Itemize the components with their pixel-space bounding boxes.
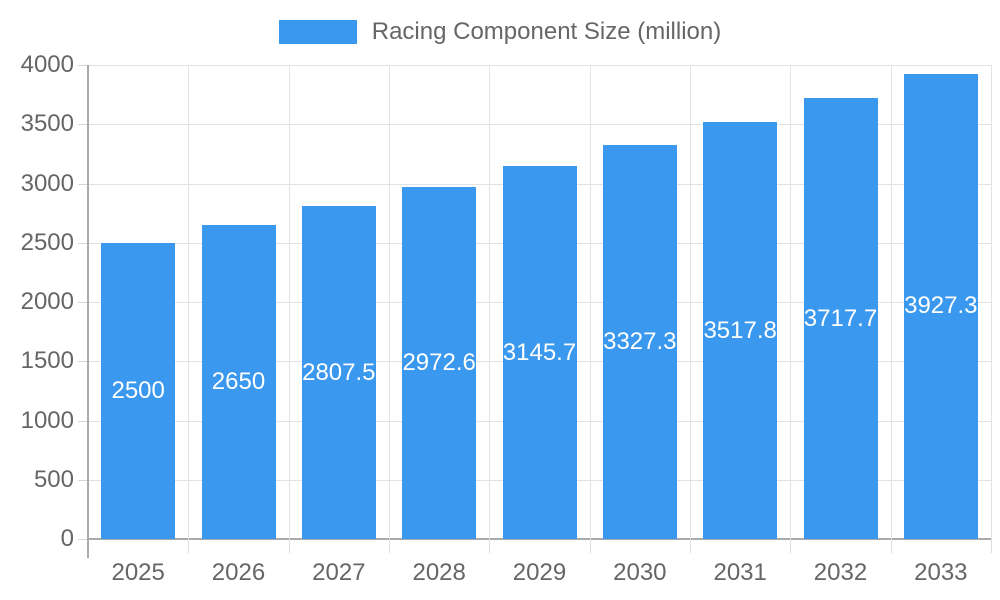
- x-gridline: [890, 65, 892, 539]
- x-axis-tick-label: 2029: [512, 559, 567, 586]
- bar-2031[interactable]: [703, 122, 778, 539]
- y-axis-tick-label: 3000: [20, 169, 74, 197]
- bar-2028[interactable]: [402, 186, 477, 539]
- bar-value-label: 3927.3: [904, 292, 978, 320]
- x-axis-tick-label: 2028: [412, 559, 466, 586]
- x-axis-tick: [589, 539, 591, 553]
- x-axis-tick: [790, 539, 792, 553]
- y-axis-tick-label: 4000: [20, 51, 74, 78]
- bar-2026[interactable]: [201, 224, 276, 539]
- y-axis-tick-label: 3500: [20, 110, 74, 138]
- x-axis-tick: [890, 539, 892, 553]
- x-gridline: [589, 65, 591, 539]
- bar-2025[interactable]: [101, 242, 176, 539]
- y-axis-tick: [78, 183, 88, 185]
- y-axis-tick-label: 2500: [20, 228, 74, 256]
- x-gridline: [288, 65, 290, 539]
- x-gridline: [389, 65, 390, 539]
- bar-2029[interactable]: [502, 166, 577, 539]
- bar-2033[interactable]: [903, 73, 978, 539]
- x-axis-tick-label: 2032: [813, 559, 868, 586]
- bar-value-label: 3717.7: [803, 304, 878, 332]
- x-gridline: [690, 65, 691, 539]
- x-axis-tick: [188, 539, 190, 553]
- y-axis-tick-label: 1000: [20, 406, 74, 434]
- x-axis-tick: [288, 539, 290, 553]
- bar-value-label: 2500: [111, 376, 165, 404]
- y-axis-line: [87, 65, 89, 558]
- y-axis-tick: [78, 302, 88, 303]
- x-axis-tick: [991, 539, 992, 553]
- x-gridline: [790, 65, 792, 539]
- legend-swatch: [278, 20, 357, 44]
- x-axis-tick: [489, 539, 491, 553]
- bar-value-label: 3517.8: [703, 316, 777, 344]
- x-axis-tick-label: 2031: [713, 559, 767, 586]
- x-axis-tick: [389, 539, 390, 553]
- bar-value-label: 2650: [211, 367, 266, 395]
- x-axis-tick-label: 2033: [914, 559, 968, 586]
- x-axis-tick-label: 2025: [111, 559, 165, 586]
- x-axis-tick: [690, 539, 691, 553]
- y-axis-tick: [78, 479, 88, 481]
- y-axis-tick-label: 0: [60, 525, 74, 552]
- y-axis-tick-label: 2000: [20, 288, 74, 315]
- x-gridline: [489, 65, 491, 539]
- y-axis-tick: [78, 420, 88, 422]
- bar-2027[interactable]: [301, 206, 376, 539]
- bar-2030[interactable]: [602, 144, 677, 539]
- x-gridline: [991, 65, 992, 539]
- y-axis-tick: [78, 124, 88, 126]
- x-gridline: [188, 65, 190, 539]
- y-axis-tick: [78, 539, 88, 540]
- y-gridline: [88, 65, 991, 66]
- y-axis-tick: [78, 242, 88, 244]
- legend[interactable]: Racing Component Size (million): [0, 18, 1000, 46]
- bar-value-label: 3145.7: [502, 338, 577, 366]
- y-axis-tick: [78, 361, 88, 363]
- y-axis-tick-label: 500: [33, 465, 74, 493]
- bar-2032[interactable]: [803, 98, 878, 539]
- y-axis-tick-label: 1500: [20, 347, 74, 375]
- x-axis-tick-label: 2027: [312, 559, 366, 586]
- y-gridline: [88, 124, 991, 126]
- legend-label: Racing Component Size (million): [371, 18, 722, 45]
- y-axis-tick: [78, 65, 88, 66]
- x-axis-tick-label: 2030: [613, 559, 667, 586]
- bar-value-label: 2972.6: [402, 348, 476, 376]
- x-axis-tick-label: 2026: [211, 559, 266, 586]
- bar-value-label: 2807.5: [302, 358, 376, 386]
- bar-value-label: 3327.3: [603, 327, 677, 355]
- x-axis-baseline: [88, 538, 991, 540]
